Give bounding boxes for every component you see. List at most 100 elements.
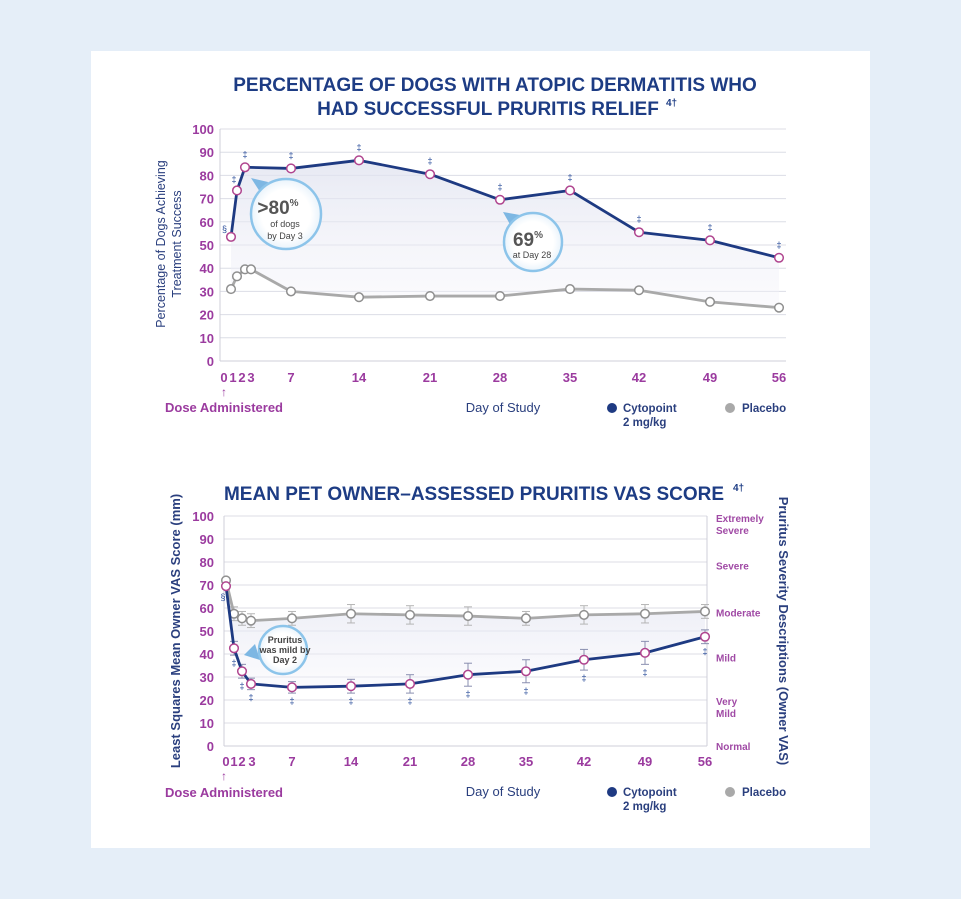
chart2-title-sup: 4† — [733, 483, 744, 494]
c2-x-tick-label: 56 — [698, 754, 712, 769]
c2-significance-mark: ‡ — [289, 696, 294, 706]
c1-significance-mark: ‡ — [231, 174, 236, 184]
c2-significance-mark: ‡ — [465, 689, 470, 699]
c2-placebo-point — [286, 613, 298, 624]
c1-y-tick-label: 100 — [192, 122, 214, 137]
c2-significance-mark: ‡ — [348, 696, 353, 706]
callout-mild-line2: was mild by — [258, 645, 310, 655]
legend1-placebo-label: Placebo — [742, 403, 786, 415]
c2-x-tick-label: 2 — [238, 754, 245, 769]
c1-significance-mark: ‡ — [288, 150, 293, 160]
c1-cytopoint-point — [225, 231, 237, 242]
chart2-shaded-difference — [226, 580, 705, 688]
severity-label: Severe — [716, 561, 749, 572]
c1-cytopoint-point — [285, 163, 297, 174]
c1-x-tick-label: 21 — [423, 370, 437, 385]
legend2-placebo-swatch — [725, 787, 735, 797]
svg-text:69%: 69% — [513, 230, 543, 251]
c2-cytopoint-point — [236, 666, 248, 677]
chart2-y-axis-label: Least Squares Mean Owner VAS Score (mm) — [168, 494, 183, 768]
c2-placebo-point — [578, 609, 590, 620]
chart2-series — [220, 575, 711, 694]
c2-significance-mark: ‡ — [581, 673, 586, 683]
legend1-placebo-swatch — [725, 403, 735, 413]
legend2-placebo-label: Placebo — [742, 787, 786, 799]
c2-x-tick-label: 14 — [344, 754, 359, 769]
c2-placebo-point — [699, 606, 711, 617]
severity-label-line1: Extremely — [716, 514, 764, 525]
chart2-y-ticks: 0 10 20 30 40 50 60 70 80 90 100 — [192, 509, 214, 754]
c2-x-tick-label: 21 — [403, 754, 417, 769]
c2-x-tick-label: 28 — [461, 754, 475, 769]
c1-x-tick-label: 3 — [247, 370, 254, 385]
c1-placebo-point — [633, 285, 645, 296]
c2-x-tick-label: 7 — [288, 754, 295, 769]
c2-y-tick-label: 0 — [207, 739, 214, 754]
c1-significance-mark: ‡ — [636, 214, 641, 224]
legend2-cytopoint-label-line1: Cytopoint — [623, 787, 677, 799]
callout-mild-line3: Day 2 — [273, 655, 297, 665]
c1-x-tick-label: 35 — [563, 370, 577, 385]
c2-significance-mark: ‡ — [239, 681, 244, 691]
c2-placebo-point — [404, 609, 416, 620]
c2-significance-mark: ‡ — [702, 647, 707, 657]
c2-cytopoint-point — [228, 643, 240, 654]
c1-cytopoint-point — [494, 194, 506, 205]
chart1-y-axis-label-line2: Treatment Success — [170, 190, 184, 297]
callout-69-unit: % — [534, 230, 543, 241]
c1-x-tick-label: 28 — [493, 370, 507, 385]
chart2-x-ticks: 0 1 2 3 7 14 21 28 35 42 49 56 — [222, 754, 712, 769]
c2-y-tick-label: 50 — [200, 624, 214, 639]
c1-placebo-point — [353, 292, 365, 303]
chart2-callout-mild: Pruritus was mild by Day 2 — [244, 624, 311, 676]
c1-x-tick-label: 1 — [229, 370, 236, 385]
c1-placebo-point — [225, 284, 237, 295]
c1-y-tick-label: 80 — [200, 168, 214, 183]
chart1-x-ticks: 0 1 2 3 7 14 21 28 35 42 49 56 — [220, 370, 786, 385]
c2-cytopoint-point — [639, 647, 651, 658]
c2-y-tick-label: 20 — [200, 693, 214, 708]
c1-cytopoint-point — [704, 235, 716, 246]
severity-label-line1: Very — [716, 697, 738, 708]
c1-y-tick-label: 10 — [200, 331, 214, 346]
c1-y-tick-label: 90 — [200, 145, 214, 160]
callout-80-line2: by Day 3 — [267, 231, 303, 241]
c1-y-tick-label: 50 — [200, 238, 214, 253]
chart1-y-ticks: 0 10 20 30 40 50 60 70 80 90 100 — [192, 122, 214, 369]
c1-significance-mark: ‡ — [356, 142, 361, 152]
chart2-dose-label: Dose Administered — [165, 785, 283, 800]
severity-label: Normal — [716, 742, 751, 753]
c2-x-tick-label: 0 — [222, 754, 229, 769]
c1-x-tick-label: 2 — [238, 370, 245, 385]
chart2-severity-labels: ExtremelySevereSevereModerateMildVeryMil… — [716, 514, 764, 753]
c2-placebo-point — [236, 613, 248, 624]
vas-score-chart: MEAN PET OWNER–ASSESSED PRURITIS VAS SCO… — [165, 483, 791, 813]
c2-significance-mark: ‡ — [231, 658, 236, 668]
c2-placebo-point — [245, 615, 257, 626]
c1-placebo-point — [773, 302, 785, 313]
chart2-legend: Cytopoint 2 mg/kg Placebo — [607, 787, 786, 813]
c1-y-tick-label: 40 — [200, 261, 214, 276]
chart2-dose-arrow: ↑ — [221, 769, 227, 783]
chart1-legend: Cytopoint 2 mg/kg Placebo — [607, 403, 786, 429]
c2-significance-mark: ‡ — [248, 693, 253, 703]
svg-text:>80%: >80% — [257, 198, 298, 219]
c1-x-tick-label: 42 — [632, 370, 646, 385]
c2-y-tick-label: 30 — [200, 670, 214, 685]
c1-cytopoint-point — [773, 252, 785, 263]
severity-label-line2: Mild — [716, 709, 736, 720]
chart1-series — [225, 155, 785, 313]
c2-placebo-point — [639, 608, 651, 619]
severity-label: Mild — [716, 653, 736, 664]
c2-cytopoint-point — [245, 678, 257, 689]
chart2-title: MEAN PET OWNER–ASSESSED PRURITIS VAS SCO… — [224, 484, 724, 505]
c2-significance-mark: ‡ — [523, 686, 528, 696]
c2-y-tick-label: 70 — [200, 578, 214, 593]
c2-cytopoint-point — [404, 678, 416, 689]
legend1-cytopoint-label-line2: 2 mg/kg — [623, 417, 666, 429]
c1-x-tick-label: 14 — [352, 370, 367, 385]
c1-cytopoint-point — [424, 169, 436, 180]
legend2-cytopoint-swatch — [607, 787, 617, 797]
c2-cytopoint-point — [220, 581, 232, 592]
